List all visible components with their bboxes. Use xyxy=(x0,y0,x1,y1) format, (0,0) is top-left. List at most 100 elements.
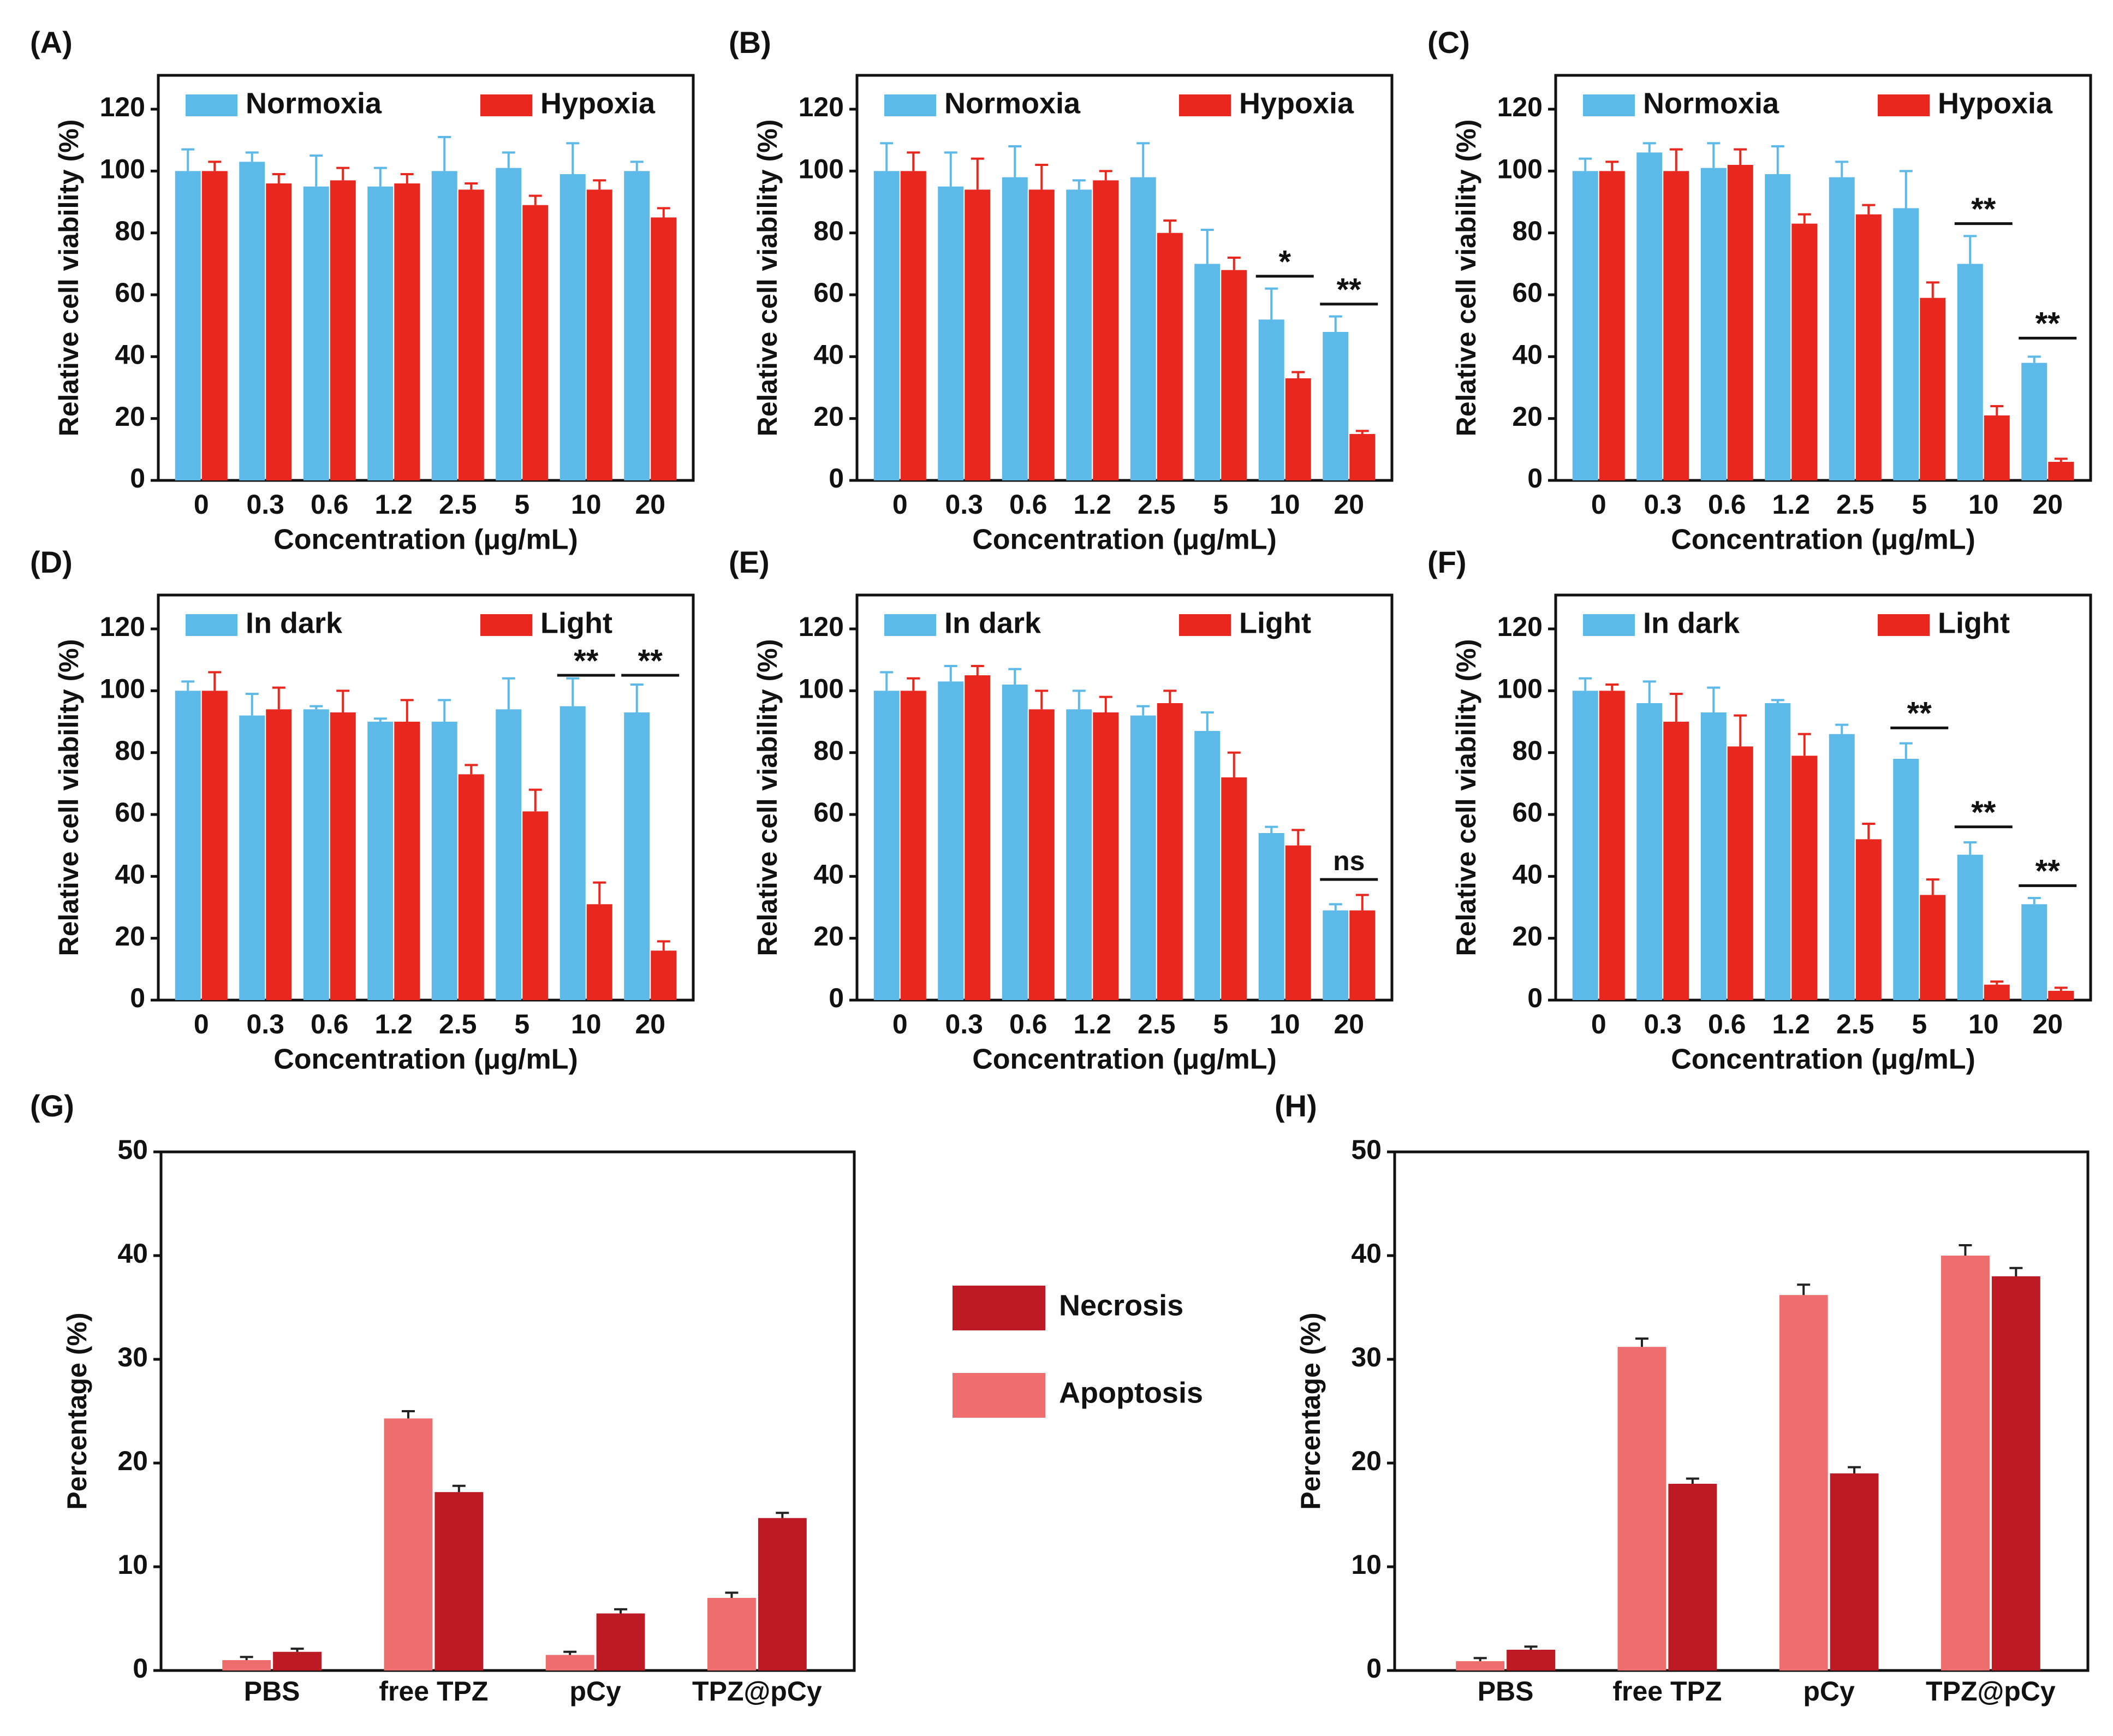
legend-label: In dark xyxy=(1643,607,1740,639)
bar-in-dark xyxy=(938,681,964,1000)
x-tick-label: 1.2 xyxy=(1073,1009,1111,1039)
legend-swatch xyxy=(884,614,936,636)
panel-label: (G) xyxy=(30,1089,74,1123)
legend-label: Light xyxy=(1239,607,1311,639)
bar-hypoxia xyxy=(1285,378,1311,480)
x-tick-label: 20 xyxy=(1334,489,1364,520)
x-axis-label: Concentration (μg/mL) xyxy=(1671,1044,1975,1075)
bar-apoptosis xyxy=(1456,1661,1505,1670)
legend-swatch xyxy=(1878,614,1930,636)
bar-in-dark xyxy=(560,706,586,1000)
y-tick-label: 0 xyxy=(1366,1653,1382,1684)
bar-hypoxia xyxy=(1984,415,2010,480)
y-tick-label: 40 xyxy=(1512,340,1543,370)
bar-apoptosis xyxy=(1779,1295,1828,1670)
bar-light xyxy=(1727,746,1753,1000)
panel-label: (F) xyxy=(1427,545,1467,579)
bar-light xyxy=(1663,722,1689,1000)
bar-normoxia xyxy=(560,174,586,480)
legend-label: Normoxia xyxy=(246,87,382,120)
y-tick-label: 30 xyxy=(117,1342,148,1372)
y-tick-label: 60 xyxy=(813,797,844,828)
bar-in-dark xyxy=(1066,709,1092,1000)
y-tick-label: 120 xyxy=(100,92,145,122)
y-tick-label: 40 xyxy=(1351,1238,1382,1269)
bar-in-dark xyxy=(303,709,329,1000)
plot-frame xyxy=(1554,74,2092,482)
bar-light xyxy=(330,712,356,1000)
significance-label: ** xyxy=(1907,696,1932,732)
x-tick-label: 2.5 xyxy=(439,1009,477,1039)
y-axis-label: Percentage (%) xyxy=(1295,1312,1326,1509)
bar-hypoxia xyxy=(965,189,991,480)
significance-label: ** xyxy=(638,643,663,679)
bar-apoptosis xyxy=(222,1660,271,1670)
chart-panel-7: (H) 0 10 20 30 40 50 Percentage (%) PBS free TPZ p… xyxy=(1275,1089,2090,1707)
significance-label: ** xyxy=(1337,272,1362,307)
bar-in-dark xyxy=(1765,703,1791,1000)
significance-label: ns xyxy=(1333,846,1365,876)
bar-light xyxy=(651,950,677,1000)
x-tick-label: 2.5 xyxy=(1138,489,1176,520)
bar-in-dark xyxy=(239,715,265,1000)
x-tick-label: 0.3 xyxy=(1644,489,1682,520)
y-tick-label: 60 xyxy=(115,277,145,308)
x-tick-label: 0.3 xyxy=(1644,1009,1682,1039)
x-tick-label: 20 xyxy=(635,1009,665,1039)
legend-label: Necrosis xyxy=(1059,1289,1183,1322)
y-tick-label: 0 xyxy=(1527,983,1543,1013)
bar-normoxia xyxy=(1765,174,1791,480)
bar-hypoxia xyxy=(1663,171,1689,480)
y-tick-label: 40 xyxy=(115,859,145,890)
bar-light xyxy=(1221,777,1247,1000)
x-tick-label: 10 xyxy=(571,489,602,520)
x-tick-label: 2.5 xyxy=(1836,1009,1874,1039)
bar-hypoxia xyxy=(201,171,228,480)
bar-hypoxia xyxy=(1599,171,1625,480)
x-tick-label: 5 xyxy=(1912,489,1927,520)
bar-normoxia xyxy=(1066,189,1092,480)
x-tick-label: free TPZ xyxy=(379,1676,488,1707)
y-tick-label: 20 xyxy=(813,401,844,432)
y-tick-label: 0 xyxy=(829,463,844,494)
y-tick-label: 100 xyxy=(799,154,844,185)
x-tick-label: 5 xyxy=(1213,1009,1228,1039)
x-tick-label: 0 xyxy=(892,1009,908,1039)
x-tick-label: 0.6 xyxy=(311,1009,349,1039)
x-tick-label: TPZ@pCy xyxy=(1926,1676,2056,1707)
y-tick-label: 40 xyxy=(813,859,844,890)
bar-hypoxia xyxy=(1221,270,1247,480)
significance-label: ** xyxy=(574,643,599,679)
x-tick-label: 0.3 xyxy=(945,1009,983,1039)
y-tick-label: 40 xyxy=(813,340,844,370)
y-tick-label: 60 xyxy=(813,277,844,308)
x-tick-label: PBS xyxy=(1478,1676,1534,1707)
y-tick-label: 80 xyxy=(1512,216,1543,246)
x-tick-label: pCy xyxy=(569,1676,621,1707)
bar-in-dark xyxy=(1572,691,1598,1000)
plot-frame xyxy=(855,593,1394,1002)
legend-swatch xyxy=(1179,614,1231,636)
x-tick-label: 10 xyxy=(571,1009,602,1039)
bar-normoxia xyxy=(938,186,964,481)
plot-frame xyxy=(1393,1150,2090,1672)
bar-normoxia xyxy=(1130,177,1156,481)
legend-swatch xyxy=(1583,94,1635,116)
x-tick-label: 0 xyxy=(1591,1009,1606,1039)
y-axis-label: Percentage (%) xyxy=(62,1312,92,1509)
y-tick-label: 60 xyxy=(1512,277,1543,308)
y-tick-label: 40 xyxy=(1512,859,1543,890)
y-tick-label: 40 xyxy=(115,340,145,370)
chart-panel-6: (G) 0 10 20 30 40 50 Percentage (%) PBS free TPZ p… xyxy=(30,1089,856,1707)
legend-swatch xyxy=(953,1373,1045,1418)
y-axis-label: Relative cell viability (%) xyxy=(1451,639,1481,956)
y-axis-label: Relative cell viability (%) xyxy=(752,639,783,956)
x-tick-label: 0.6 xyxy=(311,489,349,520)
y-tick-label: 20 xyxy=(813,921,844,952)
x-tick-label: 0.3 xyxy=(246,1009,284,1039)
legend-label: Normoxia xyxy=(1643,87,1779,120)
bar-necrosis xyxy=(596,1613,645,1670)
x-tick-label: 5 xyxy=(1213,489,1228,520)
